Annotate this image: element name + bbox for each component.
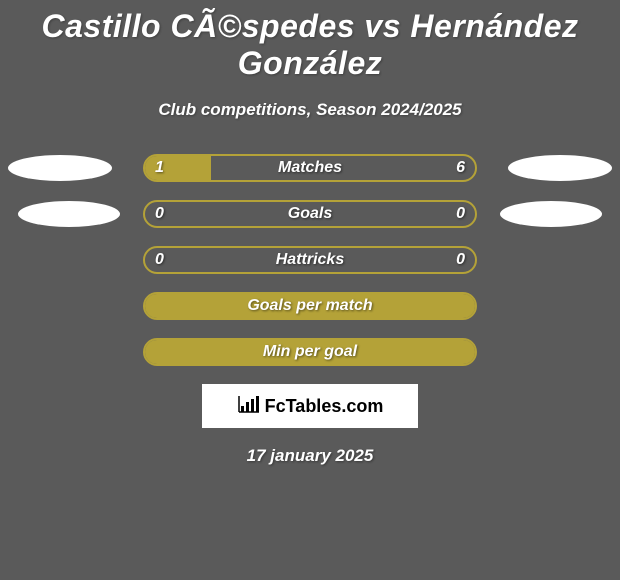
stat-bar: 0Hattricks0 <box>143 246 477 274</box>
player-left-marker <box>18 201 120 227</box>
stat-value-right: 0 <box>456 202 465 226</box>
stat-label: Hattricks <box>145 248 475 272</box>
brand-logo-box: FcTables.com <box>202 384 418 428</box>
stat-value-right: 6 <box>456 156 465 180</box>
stat-row: 1Matches6 <box>0 154 620 182</box>
player-right-marker <box>500 201 602 227</box>
stat-row: Goals per match <box>0 292 620 320</box>
brand-text: FcTables.com <box>265 396 384 417</box>
page-title: Castillo CÃ©spedes vs Hernández González <box>0 0 620 82</box>
player-right-marker <box>508 155 612 181</box>
stat-row: 0Hattricks0 <box>0 246 620 274</box>
stat-bar: Min per goal <box>143 338 477 366</box>
stat-row: 0Goals0 <box>0 200 620 228</box>
player-left-marker <box>8 155 112 181</box>
subtitle: Club competitions, Season 2024/2025 <box>0 100 620 120</box>
brand-logo: FcTables.com <box>237 394 384 419</box>
stat-row: Min per goal <box>0 338 620 366</box>
stat-bar: 0Goals0 <box>143 200 477 228</box>
stat-label: Matches <box>145 156 475 180</box>
stat-label: Goals per match <box>145 294 475 318</box>
stat-value-right: 0 <box>456 248 465 272</box>
stat-bar: Goals per match <box>143 292 477 320</box>
stat-label: Goals <box>145 202 475 226</box>
bar-chart-icon <box>237 394 261 419</box>
stat-bar: 1Matches6 <box>143 154 477 182</box>
date-label: 17 january 2025 <box>0 446 620 466</box>
stat-label: Min per goal <box>145 340 475 364</box>
stats-area: 1Matches60Goals00Hattricks0Goals per mat… <box>0 154 620 366</box>
